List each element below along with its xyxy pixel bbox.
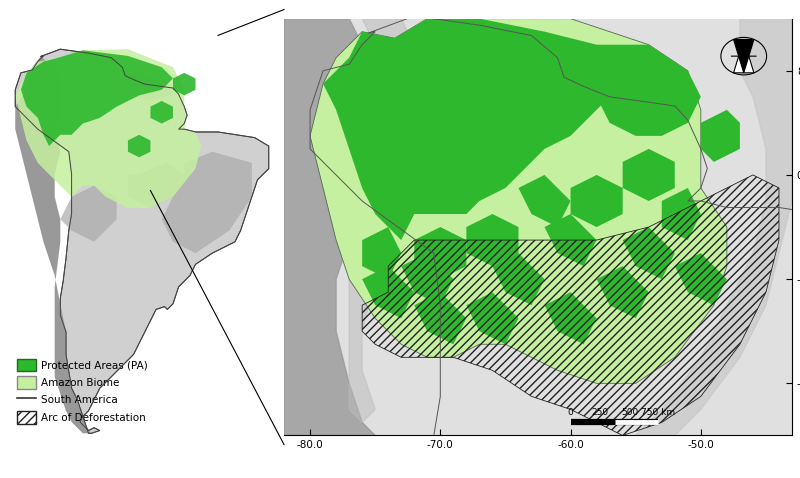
- Text: 750 km: 750 km: [642, 408, 675, 417]
- Polygon shape: [310, 19, 727, 383]
- Polygon shape: [518, 175, 570, 227]
- Legend: Protected Areas (PA), Amazon Biome, South America, Arc of Deforestation: Protected Areas (PA), Amazon Biome, Sout…: [14, 357, 150, 426]
- Polygon shape: [362, 227, 402, 279]
- Polygon shape: [15, 56, 91, 434]
- Polygon shape: [622, 227, 674, 279]
- Polygon shape: [674, 253, 727, 305]
- Polygon shape: [466, 292, 518, 344]
- Polygon shape: [362, 266, 414, 318]
- Polygon shape: [414, 292, 466, 344]
- Polygon shape: [349, 19, 414, 423]
- Text: 0: 0: [568, 408, 574, 417]
- Polygon shape: [493, 253, 545, 305]
- Text: 250: 250: [591, 408, 608, 417]
- Polygon shape: [15, 49, 269, 434]
- Polygon shape: [284, 19, 792, 435]
- Polygon shape: [60, 185, 117, 242]
- Polygon shape: [701, 110, 740, 162]
- Polygon shape: [15, 49, 201, 208]
- Polygon shape: [545, 32, 701, 136]
- Polygon shape: [545, 292, 597, 344]
- Polygon shape: [570, 175, 622, 227]
- Polygon shape: [323, 19, 622, 240]
- Polygon shape: [128, 135, 150, 157]
- Text: 500: 500: [621, 408, 638, 417]
- Polygon shape: [734, 40, 754, 73]
- Polygon shape: [150, 101, 173, 123]
- Polygon shape: [162, 152, 252, 253]
- Polygon shape: [284, 19, 375, 435]
- Polygon shape: [117, 73, 173, 101]
- Polygon shape: [402, 253, 454, 305]
- Polygon shape: [597, 266, 649, 318]
- Polygon shape: [622, 149, 674, 201]
- Polygon shape: [466, 214, 518, 266]
- Polygon shape: [128, 163, 184, 208]
- Polygon shape: [734, 40, 754, 73]
- Polygon shape: [21, 50, 173, 146]
- Polygon shape: [545, 214, 597, 266]
- Polygon shape: [414, 227, 466, 279]
- Polygon shape: [173, 73, 195, 96]
- Polygon shape: [636, 19, 792, 435]
- Polygon shape: [662, 188, 701, 240]
